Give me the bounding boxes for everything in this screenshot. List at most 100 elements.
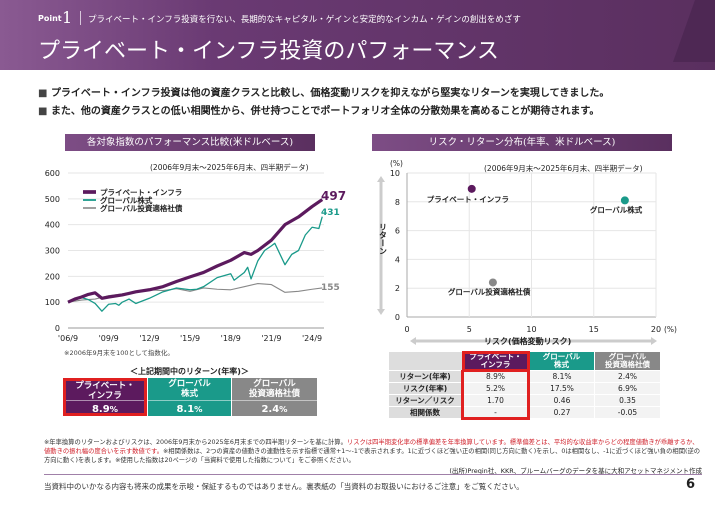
point-number: 1 — [62, 8, 73, 27]
row-label: リスク(年率) — [388, 382, 463, 395]
table-cell: 5.2% — [461, 382, 530, 395]
card-value: 2.4 — [261, 404, 280, 415]
end-value-label: 431 — [321, 208, 340, 218]
table-cell: 0.46 — [528, 394, 595, 407]
table-cell: 8.1% — [528, 370, 595, 383]
y-tick-label: 0 — [55, 324, 60, 333]
legend-label: プライベート・インフラ — [100, 187, 182, 197]
y-tick-label: 600 — [45, 169, 60, 178]
point-label: Point — [38, 14, 62, 23]
footnote-text: ※年率換算のリターンおよびリスクは、2006年9月末から2025年6月末までの四… — [44, 439, 347, 446]
footer-divider — [44, 474, 702, 475]
header-subtitle: プライベート・インフラ投資を行ない、長期的なキャピタル・ゲインと安定的なインカム… — [88, 15, 521, 25]
page-number: 6 — [686, 477, 696, 492]
col-header-private-infra: プライベート・ インフラ — [461, 350, 530, 372]
table-cell: 0.35 — [594, 394, 661, 407]
table-cell: - — [461, 406, 530, 420]
scatter-chart-title: リスク・リターン分布(年率、米ドルベース) — [372, 134, 672, 151]
card-unit: % — [279, 404, 288, 414]
point-label: グローバル株式 — [590, 204, 643, 214]
line-chart-title: 各対象指数のパフォーマンス比較(米ドルベース) — [65, 134, 315, 151]
point-label: プライベート・インフラ — [427, 194, 509, 204]
header-banner: Point 1 プライベート・インフラ投資を行ない、長期的なキャピタル・ゲインと… — [0, 0, 715, 70]
y-tick-label: 300 — [45, 247, 60, 256]
return-card-private-infra: プライベート・ インフラ 8.9% — [63, 378, 147, 416]
returns-box-title: ＜上記期間中のリターン(年率)＞ — [130, 367, 249, 376]
y-tick-label: 0 — [395, 313, 400, 322]
card-label: 株式 — [180, 389, 198, 399]
card-label: プライベート・ — [75, 380, 135, 391]
x-tick-label: 5 — [467, 325, 472, 334]
footnote-red-text: リスクは四半期変化率の標準偏差を年率換算しています。標準偏差とは、平均的な収益率… — [44, 439, 699, 455]
card-unit: % — [109, 404, 119, 414]
line-chart-note: ※2006年9月末を100として指数化。 — [64, 349, 174, 357]
x-tick-label: 10 — [526, 325, 536, 334]
table-row: リターン／リスク 1.70 0.46 0.35 — [388, 394, 661, 407]
x-tick-label: '06/9 — [58, 334, 78, 343]
x-axis-arrow — [410, 337, 657, 345]
table-row: リスク(年率) 5.2% 17.5% 6.9% — [388, 382, 661, 395]
card-unit: % — [194, 404, 203, 414]
y-axis-arrow — [377, 176, 385, 315]
card-value: 8.1 — [176, 404, 195, 415]
table-cell: 8.9% — [461, 370, 530, 383]
footnote-text: ※相関係数は、2つの資産の値動きの連動性を示す指標で通常+1～-1で表示されます… — [44, 448, 701, 464]
x-axis-label: リスク(価格変動リスク) — [484, 336, 571, 346]
y-axis-label: リターン — [379, 223, 388, 255]
col-header-global-bond: グローバル 投資適格社債 — [594, 351, 661, 371]
col-header-global-equity: グローバル 株式 — [528, 351, 595, 371]
end-value-label: 497 — [321, 189, 346, 203]
point-label: グローバル投資適格社債 — [448, 286, 531, 296]
x-tick-label: 15 — [589, 325, 599, 334]
table-row: 相関係数 -0.27 -0.05 — [388, 406, 661, 420]
card-label: グローバル — [253, 379, 296, 389]
scatter-chart-period: (2006年9月末～2025年6月末、四半期データ) — [484, 164, 643, 173]
table-cell: 1.70 — [461, 394, 530, 407]
y-tick-label: 4 — [395, 255, 400, 264]
end-value-label: 155 — [321, 283, 340, 293]
return-card-global-equity: グローバル 株式 8.1% — [148, 378, 231, 416]
x-tick-label: '24/9 — [302, 334, 322, 343]
row-label: 相関係数 — [388, 406, 463, 419]
series-line — [67, 198, 324, 304]
x-tick-label: '18/9 — [221, 334, 241, 343]
legend-label: グローバル株式 — [100, 195, 153, 205]
row-label: リターン(年率) — [388, 370, 463, 383]
page-title: プライベート・インフラ投資のパフォーマンス — [38, 39, 499, 64]
card-label: インフラ — [88, 390, 122, 401]
table-cell: 17.5% — [528, 382, 595, 395]
row-label: リターン／リスク — [388, 394, 463, 407]
x-unit: (%) — [664, 325, 677, 334]
y-tick-label: 500 — [45, 195, 60, 204]
line-chart-period: (2006年9月末～2025年6月末、四半期データ) — [150, 163, 309, 172]
data-point — [467, 184, 476, 193]
y-tick-label: 200 — [45, 272, 60, 281]
card-label: グローバル — [168, 379, 211, 389]
table-cell: -0.05 — [594, 406, 661, 419]
y-unit: (%) — [390, 159, 403, 168]
y-tick-label: 2 — [395, 284, 400, 293]
card-value: 8.9 — [91, 404, 110, 415]
y-tick-label: 6 — [395, 227, 400, 236]
card-label: 投資適格社債 — [248, 389, 300, 399]
stats-table: プライベート・ インフラ グローバル 株式 グローバル 投資適格社債 リターン(年率)… — [388, 350, 661, 420]
y-tick-label: 100 — [45, 298, 60, 307]
divider — [80, 11, 81, 25]
x-tick-label: 0 — [404, 325, 409, 334]
table-cell: 6.9% — [594, 382, 661, 395]
series-line — [67, 216, 323, 312]
x-tick-label: '15/9 — [180, 334, 200, 343]
x-tick-label: '09/9 — [99, 334, 119, 343]
data-point — [620, 196, 629, 205]
x-tick-label: 20 — [651, 325, 661, 334]
source-note: (出所)Preqin社、KKR、ブルームバーグのデータを基に大和アセットマネジメ… — [449, 467, 702, 475]
return-card-global-bond: グローバル 投資適格社債 2.4% — [232, 378, 317, 416]
footer-disclaimer: 当資料中のいかなる内容も将来の成果を示唆・保証するものではありません。裏表紙の「… — [44, 482, 524, 491]
bullet-1: プライベート・インフラ投資は他の資産クラスと比較し、価格変動リスクを抑えながら堅… — [38, 84, 609, 99]
footnote: ※年率換算のリターンおよびリスクは、2006年9月末から2025年6月末までの四… — [44, 438, 704, 465]
bullet-2: また、他の資産クラスとの低い相関性から、併せ持つことでポートフォリオ全体の分散効… — [38, 102, 599, 117]
legend-label: グローバル投資適格社債 — [100, 203, 183, 213]
table-cell: 0.27 — [528, 406, 595, 419]
y-tick-label: 8 — [395, 198, 400, 207]
